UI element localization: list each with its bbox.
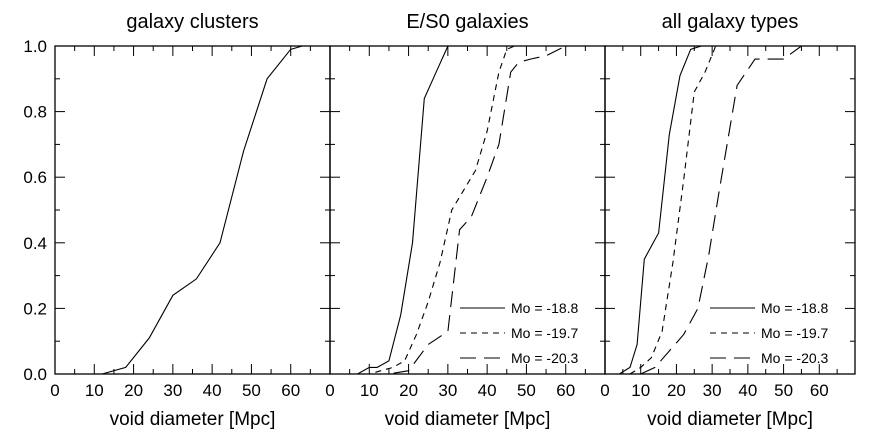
x-tick-label: 30 bbox=[703, 381, 722, 400]
legend-label: Mo = -18.8 bbox=[511, 300, 579, 316]
x-tick-label: 10 bbox=[631, 381, 650, 400]
plot-frame bbox=[54, 45, 331, 375]
series-line-1 bbox=[357, 45, 449, 375]
legend: Mo = -18.8 Mo = -19.7 Mo = -20.3 bbox=[460, 300, 579, 366]
x-tick-label: 0 bbox=[325, 381, 334, 400]
x-axis-label: void diameter [Mpc] bbox=[647, 409, 813, 430]
series-line-3 bbox=[640, 45, 841, 375]
x-tick-label: 20 bbox=[124, 381, 143, 400]
x-tick-label: 40 bbox=[738, 381, 757, 400]
y-tick-label: 0.8 bbox=[23, 103, 47, 122]
panel-title: all galaxy types bbox=[662, 11, 799, 33]
series-line-3 bbox=[345, 45, 590, 375]
y-tick-label: 0.2 bbox=[23, 299, 47, 318]
x-tick-label: 10 bbox=[85, 381, 104, 400]
legend-label: Mo = -20.3 bbox=[511, 350, 579, 366]
x-tick-label: 0 bbox=[50, 381, 59, 400]
panel-title: E/S0 galaxies bbox=[406, 11, 528, 33]
x-tick-label: 10 bbox=[360, 381, 379, 400]
x-tick-label: 60 bbox=[810, 381, 829, 400]
y-tick-label: 0.6 bbox=[23, 168, 47, 187]
x-tick-label: 30 bbox=[163, 381, 182, 400]
x-tick-label: 20 bbox=[399, 381, 418, 400]
y-tick-label: 1.0 bbox=[23, 37, 47, 56]
x-tick-label: 40 bbox=[478, 381, 497, 400]
y-tick-label: 0.0 bbox=[23, 365, 47, 384]
series-line-2 bbox=[353, 45, 547, 375]
legend-label: Mo = -19.7 bbox=[761, 325, 829, 341]
x-tick-label: 40 bbox=[203, 381, 222, 400]
panel-2: E/S0 galaxies 0 10 20 30 40 50 60 void diameter … bbox=[325, 11, 606, 430]
panel-1: galaxy clusters 0 10 20 30 40 50 60 0.0 0.2 0.4 0.6… bbox=[23, 11, 331, 430]
x-axis-label: void diameter [Mpc] bbox=[385, 409, 551, 430]
series-line-1 bbox=[101, 45, 315, 375]
x-tick-label: 0 bbox=[600, 381, 609, 400]
panel-title: galaxy clusters bbox=[126, 11, 258, 33]
x-tick-label: 60 bbox=[281, 381, 300, 400]
panel-3: all galaxy types 0 10 20 30 40 50 60 void diamet… bbox=[600, 11, 856, 430]
legend-label: Mo = -19.7 bbox=[511, 325, 579, 341]
x-tick-label: 50 bbox=[242, 381, 261, 400]
x-tick-label: 60 bbox=[556, 381, 575, 400]
x-tick-label: 50 bbox=[517, 381, 536, 400]
x-axis-label: void diameter [Mpc] bbox=[110, 409, 276, 430]
legend-label: Mo = -20.3 bbox=[761, 350, 829, 366]
series-line-1 bbox=[619, 45, 702, 375]
series-line-2 bbox=[629, 45, 727, 375]
legend: Mo = -18.8 Mo = -19.7 Mo = -20.3 bbox=[710, 300, 829, 366]
x-tick-label: 50 bbox=[774, 381, 793, 400]
x-tick-label: 20 bbox=[667, 381, 686, 400]
x-tick-label: 30 bbox=[438, 381, 457, 400]
y-tick-label: 0.4 bbox=[23, 234, 47, 253]
legend-label: Mo = -18.8 bbox=[761, 300, 829, 316]
